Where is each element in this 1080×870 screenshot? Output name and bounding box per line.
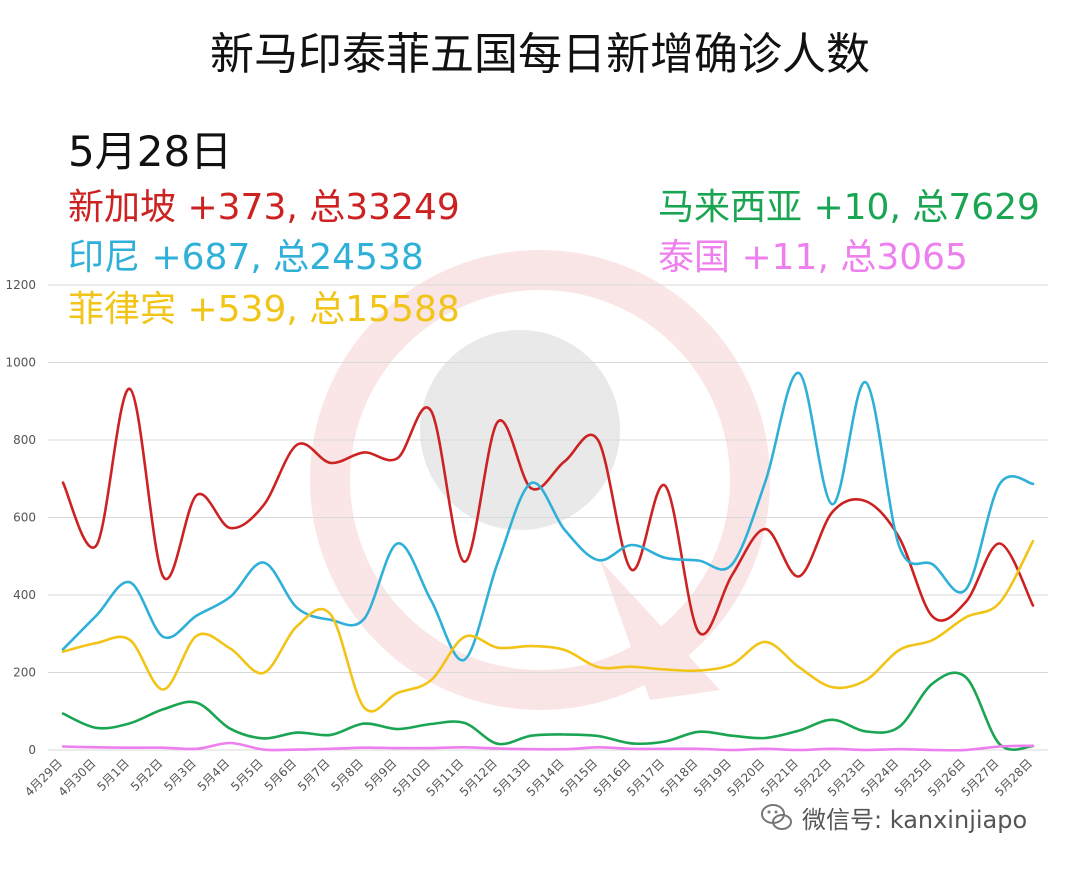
y-axis-ticks: 0 200 400 600 800 1000 1200 [5,278,36,757]
date-label: 5月28日 [68,127,233,176]
legend-entry-philippines: 菲律宾 +539, 总15588 [68,280,460,332]
legend-stats: +687, 总24538 [151,237,424,278]
legend-entry-singapore: 新加坡 +373, 总33249 [68,178,460,230]
legend-country: 马来西亚 [658,187,803,228]
x-tick-label: 5月8日 [328,756,366,794]
y-tick-label: 0 [28,743,36,757]
chart-title: 新马印泰菲五国每日新增确诊人数 [210,29,870,80]
legend-stats: +10, 总7629 [813,187,1040,228]
footer-text: 微信号: kanxinjiapo [802,806,1028,834]
x-tick-label: 5月6日 [262,756,300,794]
legend-country: 泰国 [658,237,731,278]
x-tick-label: 5月4日 [195,756,233,794]
legend-entry-malaysia: 马来西亚 +10, 总7629 [658,178,1040,230]
series-line-4 [61,741,1035,752]
series-lines [61,371,1035,752]
series-line-2 [61,539,1035,713]
x-axis-ticks: 4月29日4月30日5月1日5月2日5月3日5月4日5月5日5月6日5月7日5月… [22,756,1035,799]
legend-stats: +11, 总3065 [741,237,968,278]
legend-entry-indonesia: 印尼 +687, 总24538 [68,228,424,280]
x-tick-label: 5月28日 [992,756,1035,799]
footer-account: 微信号: kanxinjiapo [760,800,1027,835]
y-tick-label: 600 [13,511,36,525]
legend-stats: +373, 总33249 [187,187,460,228]
x-tick-label: 5月3日 [161,756,199,794]
legend-country: 菲律宾 [68,289,177,330]
watermark [310,250,770,710]
legend-country: 印尼 [68,237,141,278]
x-tick-label: 4月30日 [56,756,99,799]
wechat-icon [761,803,792,830]
legend-country: 新加坡 [68,187,177,228]
x-tick-label: 5月1日 [94,756,132,794]
series-line-3 [61,671,1035,752]
legend-stats: +539, 总15588 [187,289,460,330]
legend-entry-thailand: 泰国 +11, 总3065 [658,228,968,280]
series-line-0 [61,387,1035,636]
y-tick-label: 400 [13,588,36,602]
x-tick-label: 5月7日 [295,756,333,794]
x-tick-label: 5月5日 [228,756,266,794]
y-tick-label: 1200 [5,278,36,292]
x-tick-label: 5月2日 [128,756,166,794]
y-tick-label: 800 [13,433,36,447]
y-tick-label: 1000 [5,356,36,370]
series-line-1 [61,371,1035,662]
y-tick-label: 200 [13,666,36,680]
